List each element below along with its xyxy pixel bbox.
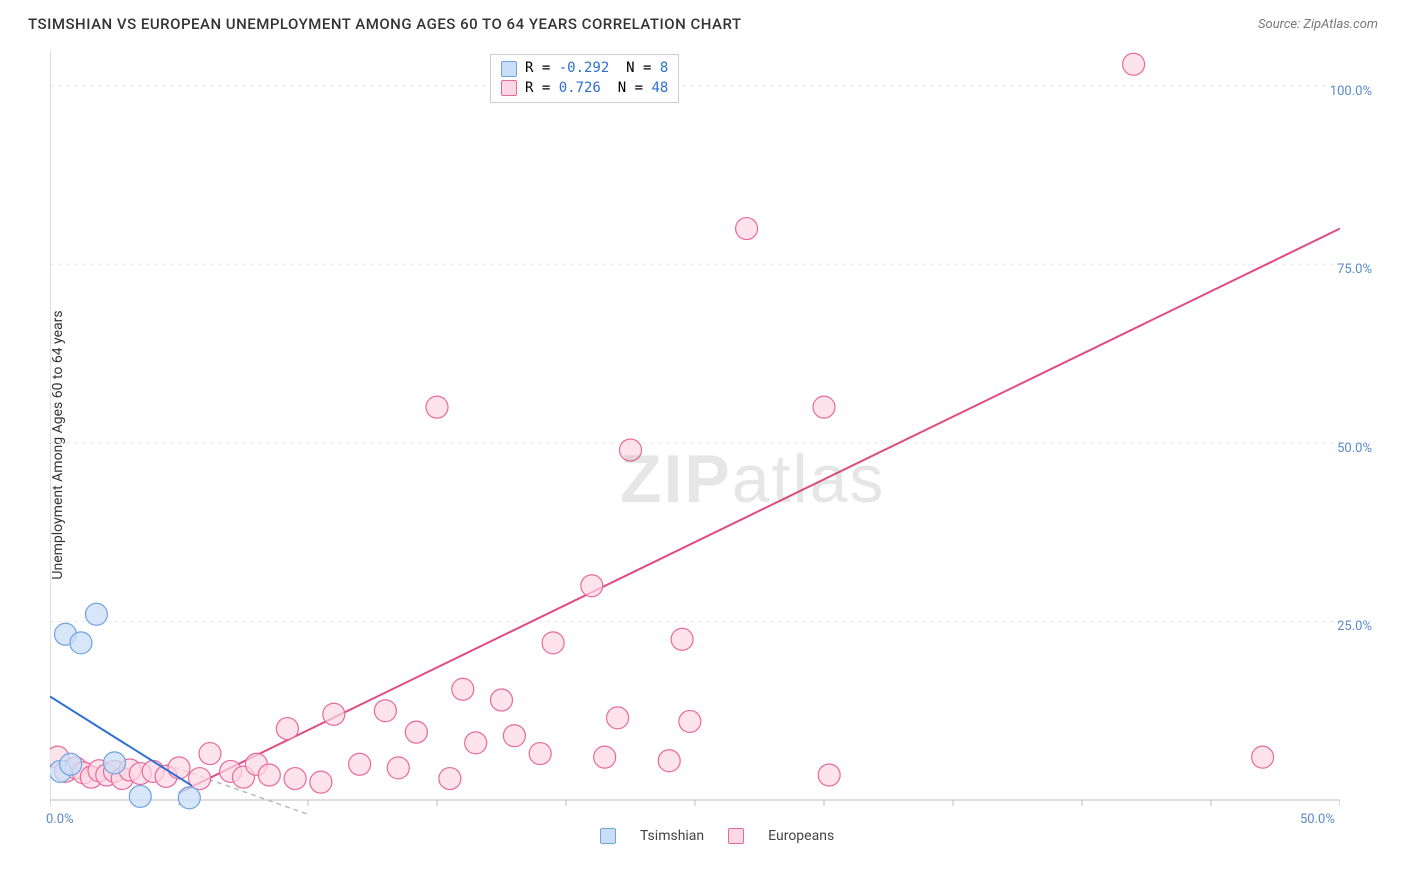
stats-text: R = -0.292 N = 8 — [525, 59, 668, 79]
y-tick-label: 100.0% — [1330, 84, 1372, 99]
source-label: Source: ZipAtlas.com — [1258, 17, 1378, 32]
y-tick-label: 75.0% — [1337, 262, 1372, 277]
stats-legend: R = -0.292 N = 8 R = 0.726 N = 48 — [490, 54, 679, 103]
tsimshian-swatch-icon — [600, 828, 616, 844]
europeans-swatch-icon — [501, 80, 517, 96]
legend-label: Europeans — [768, 828, 834, 844]
x-tick-label: 50.0% — [1300, 812, 1335, 827]
stats-text: R = 0.726 N = 48 — [525, 79, 668, 99]
scatter-chart — [50, 50, 1340, 820]
tsimshian-swatch-icon — [501, 61, 517, 77]
chart-title: TSIMSHIAN VS EUROPEAN UNEMPLOYMENT AMONG… — [28, 15, 742, 33]
europeans-swatch-icon — [728, 828, 744, 844]
legend-label: Tsimshian — [640, 828, 704, 844]
x-tick-label: 0.0% — [46, 812, 74, 827]
series-legend: Tsimshian Europeans — [600, 828, 834, 844]
y-tick-label: 25.0% — [1337, 619, 1372, 634]
y-tick-label: 50.0% — [1337, 441, 1372, 456]
chart-container: Unemployment Among Ages 60 to 64 years R… — [50, 50, 1380, 840]
